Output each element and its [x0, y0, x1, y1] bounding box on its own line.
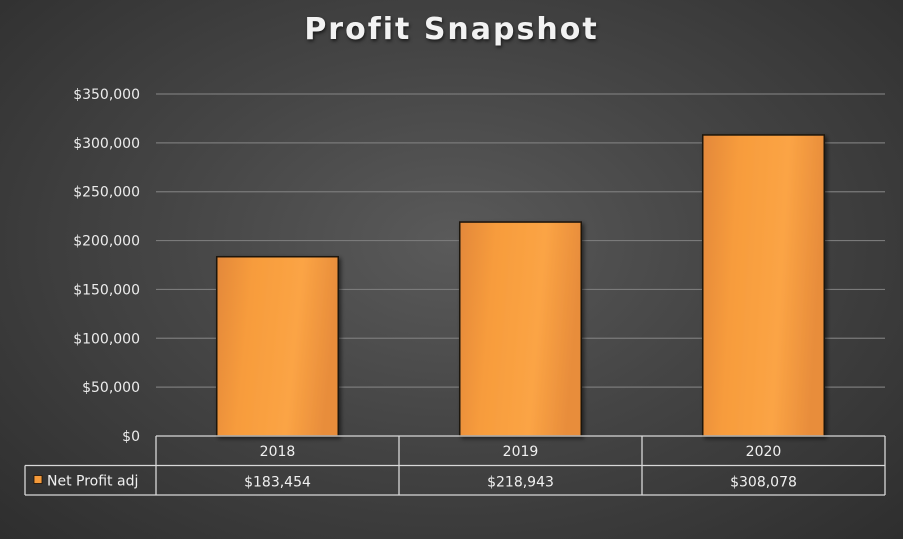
bar-2019 [459, 221, 582, 437]
data-label: $218,943 [487, 475, 554, 491]
y-tick-label: $250,000 [73, 185, 140, 201]
y-tick-label: $0 [122, 429, 140, 445]
legend-label: Net Profit adj [47, 474, 138, 490]
y-tick-label: $200,000 [73, 234, 140, 250]
y-tick-label: $150,000 [73, 282, 140, 298]
y-tick-label: $300,000 [73, 136, 140, 152]
y-tick-label: $100,000 [73, 331, 140, 347]
bars [216, 134, 825, 437]
category-label: 2019 [503, 444, 539, 460]
y-tick-label: $50,000 [82, 380, 140, 396]
y-tick-label: $350,000 [73, 87, 140, 103]
bar-2020 [702, 134, 825, 437]
category-label: 2020 [746, 444, 782, 460]
bar-2018 [216, 255, 339, 437]
data-label: $308,078 [730, 475, 797, 491]
data-label: $183,454 [244, 475, 311, 491]
category-label: 2018 [260, 444, 296, 460]
y-axis-labels: $0 $50,000 $100,000 $150,000 $200,000 $250,00… [73, 87, 140, 445]
chart-title: Profit Snapshot [304, 12, 599, 47]
legend-key [33, 475, 43, 484]
data-table: 2018 2019 2020 $183,454 $218,943 $308,078 Net … [24, 435, 886, 496]
